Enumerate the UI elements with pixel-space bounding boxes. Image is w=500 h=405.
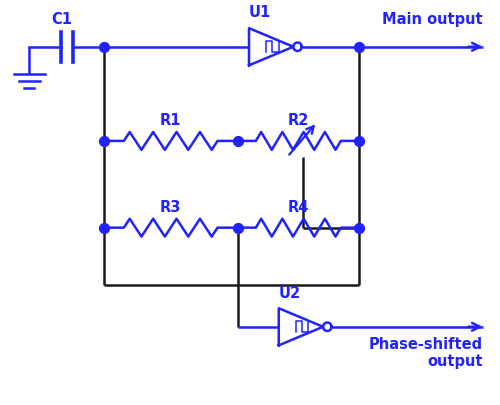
Point (100, 45, 108, 51)
Point (355, 225, 363, 231)
Text: C1: C1 (51, 12, 72, 27)
Point (355, 45, 363, 51)
Point (355, 139, 363, 145)
Text: U1: U1 (249, 6, 271, 20)
Text: R2: R2 (288, 113, 309, 128)
Point (234, 139, 241, 145)
Text: R3: R3 (160, 199, 182, 214)
Text: R4: R4 (288, 199, 309, 214)
Text: R1: R1 (160, 113, 182, 128)
Text: Phase-shifted
output: Phase-shifted output (369, 336, 483, 368)
Point (100, 225, 108, 231)
Text: Main output: Main output (382, 12, 483, 27)
Point (100, 139, 108, 145)
Point (234, 225, 241, 231)
Text: U2: U2 (278, 285, 300, 300)
